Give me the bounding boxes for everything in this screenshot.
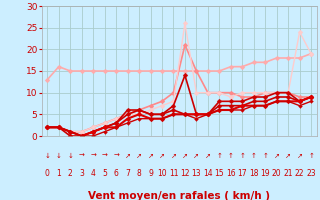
Text: ↗: ↗ [297, 153, 302, 159]
Text: 2: 2 [68, 170, 73, 178]
Text: 9: 9 [148, 170, 153, 178]
Text: ↑: ↑ [228, 153, 234, 159]
Text: →: → [113, 153, 119, 159]
Text: 14: 14 [203, 170, 213, 178]
Text: 15: 15 [214, 170, 224, 178]
Text: ↑: ↑ [251, 153, 257, 159]
Text: 7: 7 [125, 170, 130, 178]
Text: ↗: ↗ [159, 153, 165, 159]
Text: 23: 23 [306, 170, 316, 178]
Text: 0: 0 [45, 170, 50, 178]
Text: ↗: ↗ [136, 153, 142, 159]
Text: ↗: ↗ [194, 153, 199, 159]
Text: 4: 4 [91, 170, 96, 178]
Text: 18: 18 [249, 170, 259, 178]
Text: 21: 21 [284, 170, 293, 178]
Text: 6: 6 [114, 170, 119, 178]
Text: Vent moyen/en rafales ( km/h ): Vent moyen/en rafales ( km/h ) [88, 191, 270, 200]
Text: ↑: ↑ [239, 153, 245, 159]
Text: 5: 5 [102, 170, 107, 178]
Text: ↓: ↓ [67, 153, 73, 159]
Text: 16: 16 [226, 170, 236, 178]
Text: ↗: ↗ [274, 153, 280, 159]
Text: 20: 20 [272, 170, 282, 178]
Text: ↗: ↗ [148, 153, 154, 159]
Text: ↗: ↗ [171, 153, 176, 159]
Text: →: → [90, 153, 96, 159]
Text: 3: 3 [79, 170, 84, 178]
Text: 12: 12 [180, 170, 190, 178]
Text: ↗: ↗ [125, 153, 131, 159]
Text: ↓: ↓ [44, 153, 50, 159]
Text: ↓: ↓ [56, 153, 62, 159]
Text: 13: 13 [192, 170, 201, 178]
Text: 22: 22 [295, 170, 304, 178]
Text: 11: 11 [169, 170, 178, 178]
Text: ↑: ↑ [308, 153, 314, 159]
Text: →: → [102, 153, 108, 159]
Text: ↑: ↑ [262, 153, 268, 159]
Text: 19: 19 [260, 170, 270, 178]
Text: 1: 1 [56, 170, 61, 178]
Text: 17: 17 [237, 170, 247, 178]
Text: ↑: ↑ [216, 153, 222, 159]
Text: 10: 10 [157, 170, 167, 178]
Text: →: → [79, 153, 85, 159]
Text: ↗: ↗ [182, 153, 188, 159]
Text: 8: 8 [137, 170, 141, 178]
Text: ↗: ↗ [285, 153, 291, 159]
Text: ↗: ↗ [205, 153, 211, 159]
